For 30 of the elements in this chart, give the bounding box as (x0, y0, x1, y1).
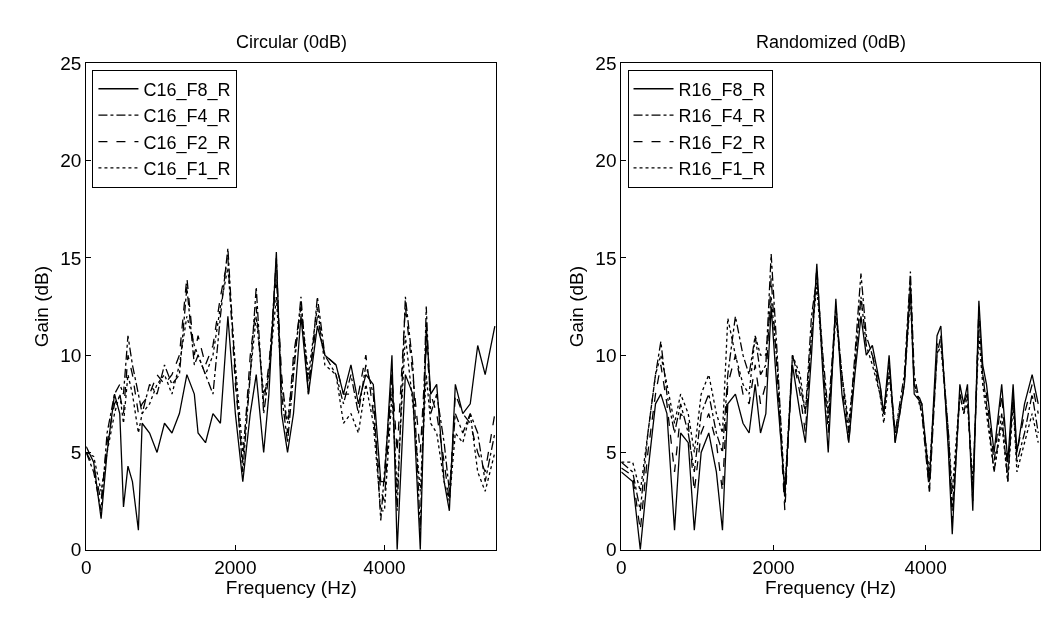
y-tick-label: 0 (70, 539, 82, 561)
y-axis-title: Gain (dB) (31, 265, 53, 348)
y-tick-label: 5 (70, 442, 82, 464)
y-tick-label: 20 (60, 150, 82, 172)
x-tick-label: 2000 (214, 556, 257, 578)
x-axis-title: Frequency (Hz) (765, 577, 896, 599)
legend-label: R16_F4_R (678, 106, 766, 128)
y-tick-label: 25 (60, 53, 82, 75)
legend-label: C16_F8_R (143, 79, 231, 101)
legend-label: C16_F1_R (143, 158, 231, 180)
chart-title: Circular (0dB) (236, 32, 348, 52)
y-tick-label: 15 (60, 247, 82, 269)
y-tick-label: 0 (605, 539, 617, 561)
legend-label: C16_F4_R (143, 106, 231, 128)
x-tick-label: 2000 (752, 556, 795, 578)
legend-label: R16_F2_R (678, 132, 766, 154)
x-tick-label: 4000 (904, 556, 947, 578)
y-axis-title: Gain (dB) (566, 265, 588, 348)
x-tick-label: 4000 (363, 556, 406, 578)
legend-label: R16_F8_R (678, 79, 766, 101)
legend-label: C16_F2_R (143, 132, 231, 154)
y-tick-label: 10 (60, 344, 82, 366)
x-axis-title: Frequency (Hz) (225, 577, 357, 599)
chart-title: Randomized (0dB) (756, 32, 907, 52)
y-tick-label: 25 (595, 53, 617, 75)
y-tick-label: 20 (595, 150, 617, 172)
legend-label: R16_F1_R (678, 158, 766, 180)
y-tick-label: 5 (605, 442, 617, 464)
y-tick-label: 10 (595, 344, 617, 366)
y-tick-label: 15 (595, 247, 617, 269)
